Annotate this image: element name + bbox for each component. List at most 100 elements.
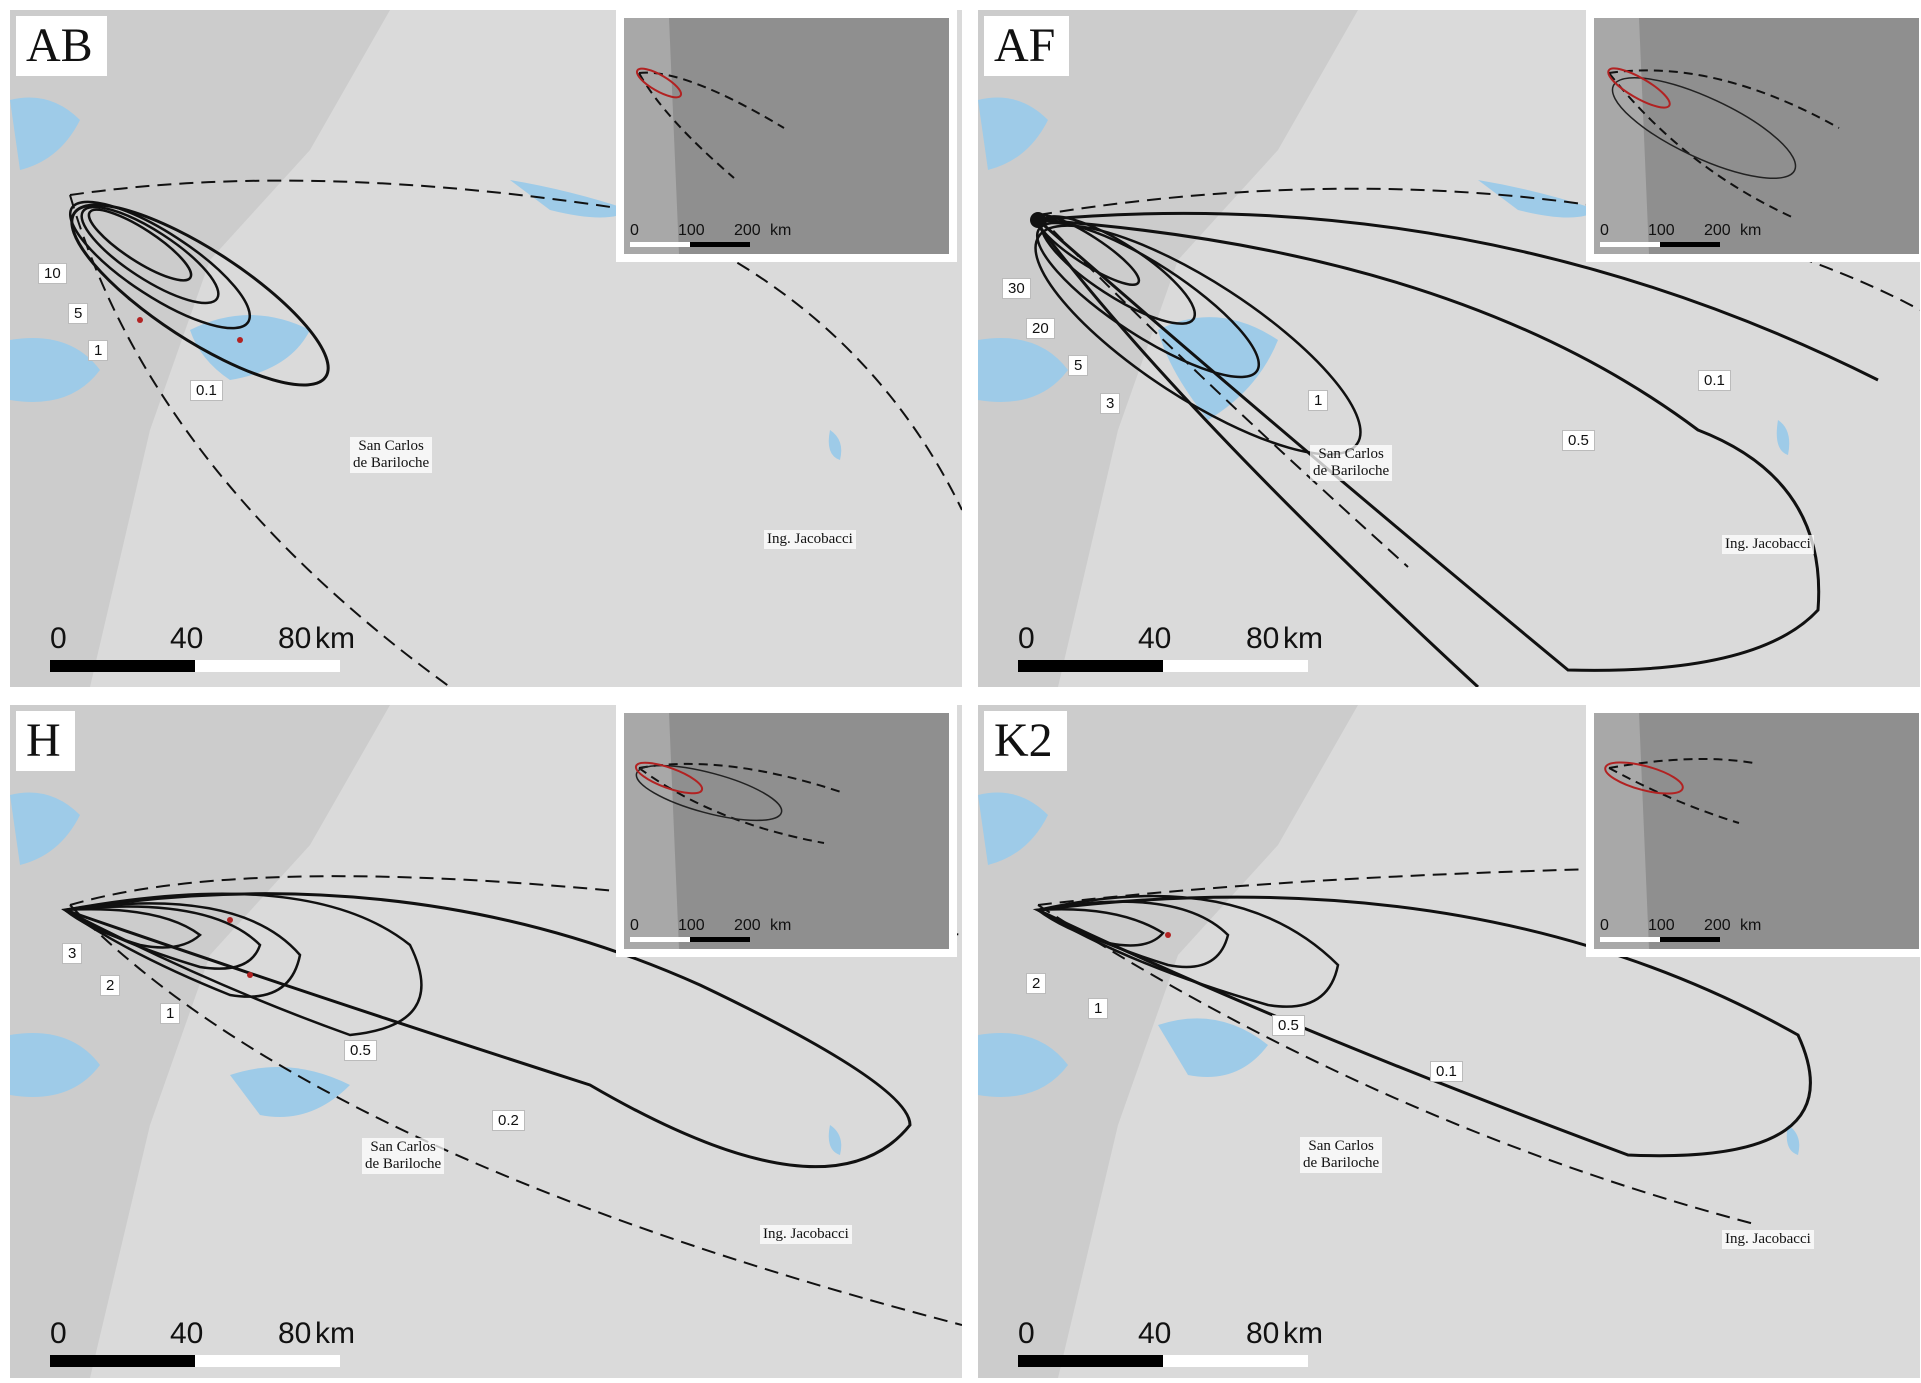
place-bariloche: San Carlos de Bariloche xyxy=(362,1138,445,1174)
sample-site xyxy=(237,337,243,343)
scale-unit: km xyxy=(1283,622,1323,655)
inset-scale-bar: 0 100 200 km xyxy=(1600,917,1790,943)
map-panel-af: AF 30 20 5 3 1 0.5 0.1 San Carlos de Bar… xyxy=(978,10,1920,687)
scale-tick: 80 xyxy=(1246,1317,1280,1350)
scale-tick: 0 xyxy=(1018,622,1035,655)
map-panel-h: H 3 2 1 0.5 0.2 San Carlos de Bariloche … xyxy=(10,705,962,1378)
map-panel-k2: K2 2 1 0.5 0.1 San Carlos de Bariloche I… xyxy=(978,705,1920,1378)
panel-label: H xyxy=(16,711,75,771)
place-label: de Bariloche xyxy=(1303,1155,1380,1171)
scale-tick: 100 xyxy=(1648,917,1675,934)
scale-tick: 80 xyxy=(1246,622,1280,655)
contour-label: 2 xyxy=(1026,973,1047,994)
scale-tick: 80 xyxy=(278,622,312,655)
inset-map: 0 100 200 km xyxy=(616,10,957,262)
contour-0.5-tail xyxy=(1036,224,1480,687)
contour-label: 1 xyxy=(160,1003,181,1024)
inset-scale-bar: 0 100 200 km xyxy=(630,222,820,248)
lake xyxy=(10,97,80,170)
scale-tick: 100 xyxy=(678,222,705,239)
sample-site xyxy=(137,317,143,323)
place-bariloche: San Carlos de Bariloche xyxy=(1300,1137,1383,1173)
contour-label: 0.1 xyxy=(190,380,223,401)
scale-tick: 0 xyxy=(50,1317,67,1350)
contour-label: 0.1 xyxy=(1698,370,1731,391)
contour-10 xyxy=(87,208,193,282)
panel-label: K2 xyxy=(984,711,1067,771)
inset-scale-bar: 0 100 200 km xyxy=(1600,222,1790,248)
scale-tick: 100 xyxy=(678,917,705,934)
contour-1 xyxy=(68,200,252,330)
contour-dashed xyxy=(69,194,451,687)
inset-map: 0 100 200 km xyxy=(1586,705,1920,957)
scale-bar: 0 40 80 km xyxy=(50,1317,355,1367)
contour-0.2 xyxy=(64,892,912,1169)
scale-bar: 0 40 80 km xyxy=(1018,1317,1323,1367)
contour-label: 0.1 xyxy=(1430,1061,1463,1082)
contour-label: 0.5 xyxy=(1562,430,1595,451)
lake xyxy=(190,315,310,380)
contour-0.1 xyxy=(1037,211,1879,382)
contour-1 xyxy=(1034,224,1362,456)
lake xyxy=(510,180,630,218)
scale-tick: 100 xyxy=(1648,222,1675,239)
contour-label: 30 xyxy=(1002,278,1031,299)
contour-label: 1 xyxy=(88,340,109,361)
scale-unit: km xyxy=(770,222,792,239)
scale-tick: 0 xyxy=(1600,917,1609,934)
scale-unit: km xyxy=(1740,917,1762,934)
contour-5 xyxy=(80,205,220,305)
scale-tick: 40 xyxy=(170,622,204,655)
scale-unit: km xyxy=(1740,222,1762,239)
place-jacobacci: Ing. Jacobacci xyxy=(1722,1230,1814,1249)
place-label: de Bariloche xyxy=(365,1156,442,1172)
place-bariloche: San Carlos de Bariloche xyxy=(350,437,433,473)
place-label: San Carlos xyxy=(370,1139,436,1155)
scale-tick: 40 xyxy=(1138,622,1172,655)
contour-label: 10 xyxy=(38,263,67,284)
scale-unit: km xyxy=(770,917,792,934)
contour-1 xyxy=(61,902,302,998)
inset-map: 0 100 200 km xyxy=(1586,10,1920,262)
place-jacobacci: Ing. Jacobacci xyxy=(764,530,856,549)
place-label: de Bariloche xyxy=(1313,463,1390,479)
contour-2 xyxy=(1034,908,1165,947)
inset-map: 0 100 200 km xyxy=(616,705,957,957)
lake xyxy=(10,338,100,402)
place-bariloche: San Carlos de Bariloche xyxy=(1310,445,1393,481)
place-label: de Bariloche xyxy=(353,455,430,471)
contour-0.5 xyxy=(61,892,423,1037)
scale-tick: 200 xyxy=(734,222,761,239)
scale-tick: 0 xyxy=(630,222,639,239)
place-label: San Carlos xyxy=(1318,446,1384,462)
contour-3 xyxy=(1035,221,1261,379)
contour-0.1 xyxy=(70,203,330,387)
contour-0.5 xyxy=(1034,894,1340,1008)
scale-tick: 40 xyxy=(1138,1317,1172,1350)
contour-label: 1 xyxy=(1088,998,1109,1019)
scale-bar: 0 40 80 km xyxy=(1018,622,1323,672)
map-panel-ab: AB 10 5 1 0.1 San Carlos de Bariloche In… xyxy=(10,10,962,687)
place-label: San Carlos xyxy=(1308,1138,1374,1154)
contour-label: 20 xyxy=(1026,318,1055,339)
scale-tick: 200 xyxy=(1704,917,1731,934)
scale-tick: 0 xyxy=(1600,222,1609,239)
contour-label: 3 xyxy=(1100,393,1121,414)
contour-label: 5 xyxy=(1068,355,1089,376)
panel-label: AF xyxy=(984,16,1070,76)
contour-label: 2 xyxy=(100,975,121,996)
contour-label: 1 xyxy=(1308,390,1329,411)
scale-tick: 200 xyxy=(734,917,761,934)
scale-tick: 40 xyxy=(170,1317,204,1350)
contour-label: 0.5 xyxy=(344,1040,377,1061)
contour-label: 0.2 xyxy=(492,1110,525,1131)
panel-label: AB xyxy=(16,16,107,76)
place-label: San Carlos xyxy=(358,438,424,454)
scale-tick: 0 xyxy=(50,622,67,655)
contour-label: 3 xyxy=(62,943,83,964)
scale-unit: km xyxy=(315,1317,355,1350)
lake xyxy=(828,430,842,460)
contour-3 xyxy=(61,908,202,949)
contour-label: 0.5 xyxy=(1272,1015,1305,1036)
contour-label: 5 xyxy=(68,303,89,324)
